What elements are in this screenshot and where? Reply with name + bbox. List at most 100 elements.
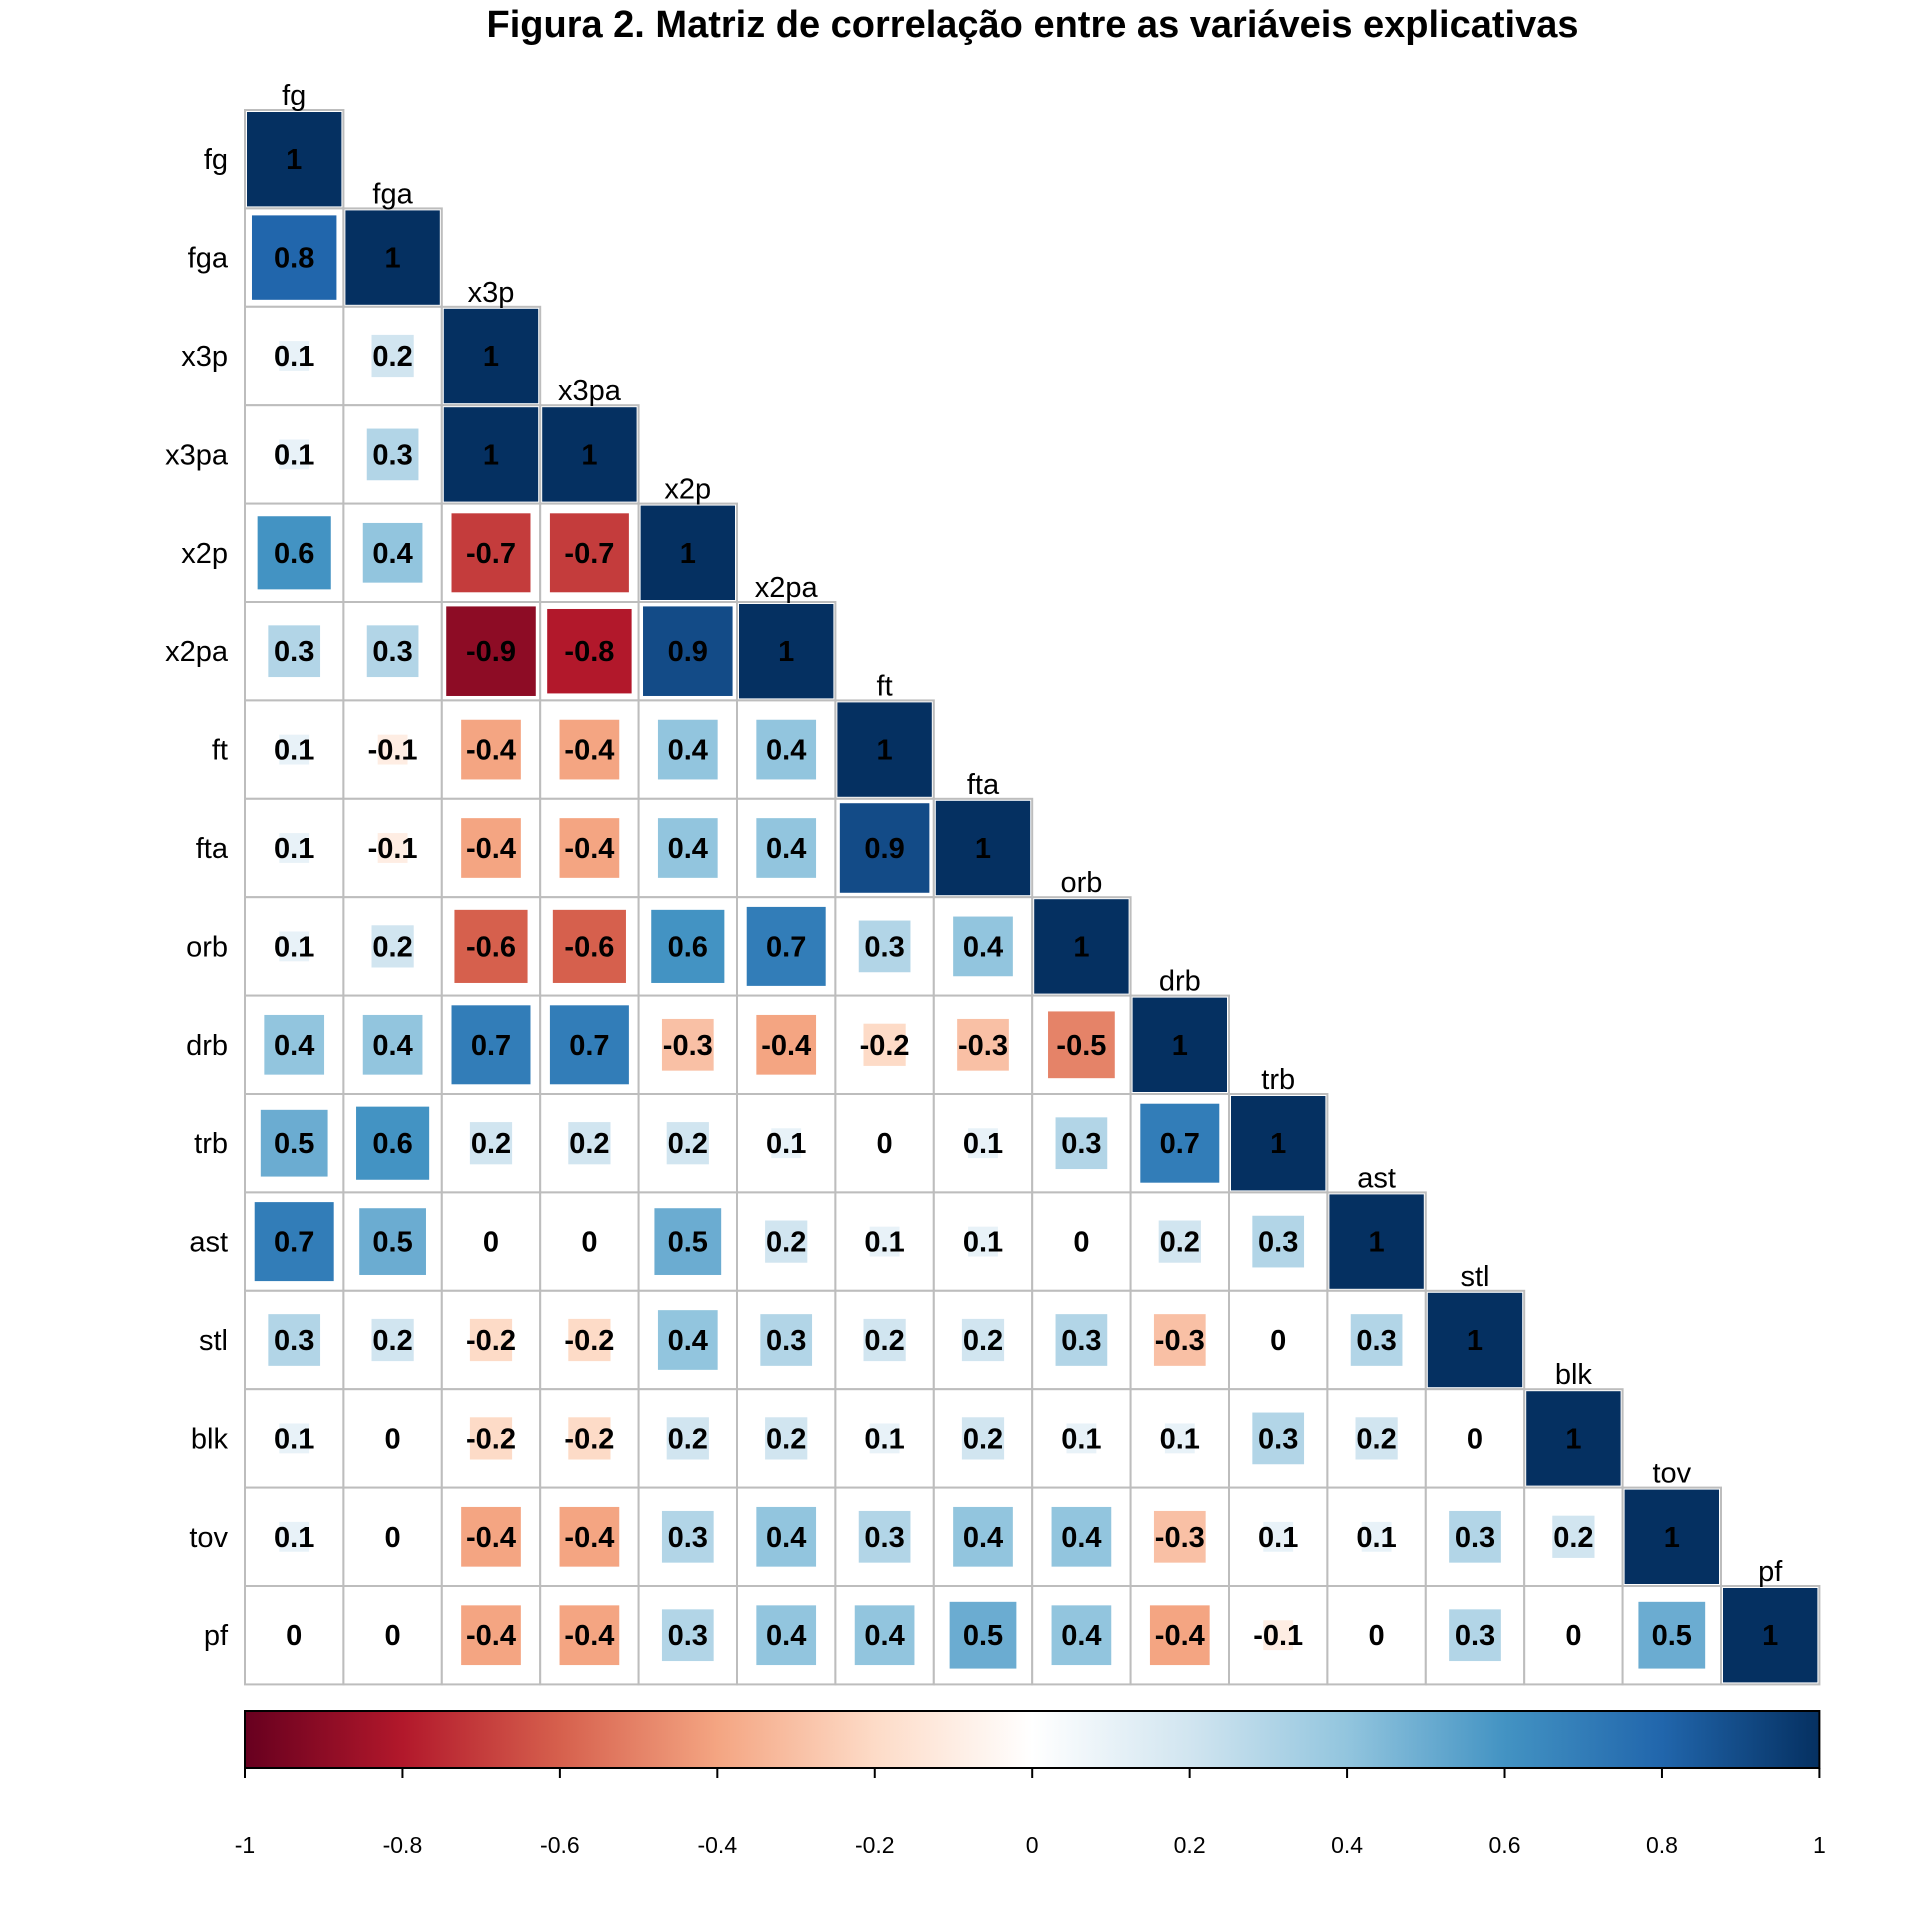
colorbar-tick-label: 1	[1813, 1832, 1826, 1858]
cell-value-fta-ft: 0.9	[864, 833, 904, 865]
cell-value-x3pa-fga: 0.3	[372, 439, 412, 471]
cell-value-blk-orb: 0.1	[1061, 1423, 1101, 1455]
cell-square-orb-fta	[953, 916, 1013, 977]
cell-square-ast-fga	[359, 1208, 426, 1275]
cell-square-fta-x2pa	[756, 818, 817, 878]
cell-square-ft-fga	[377, 734, 408, 765]
cell-value-pf-fg: 0	[286, 1620, 302, 1652]
colorbar-tick-label: -0.6	[540, 1832, 580, 1858]
cell-square-stl-fg	[268, 1314, 321, 1366]
cell-value-drb-x2pa: -0.4	[761, 1030, 811, 1062]
cell-square-orb-x2pa	[746, 906, 826, 986]
cell-square-x2pa-x2pa	[739, 604, 834, 699]
cell-square-pf-stl	[1449, 1609, 1501, 1662]
cell-square-stl-fga	[371, 1318, 414, 1362]
cell-frame-blk-fga	[342, 1388, 443, 1489]
cell-value-ft-fg: 0.1	[274, 735, 314, 767]
cell-value-x3p-x3p: 1	[483, 341, 499, 373]
cell-square-x3p-fg	[279, 341, 310, 371]
cell-square-x2pa-x3p	[446, 606, 536, 696]
cell-square-blk-ast	[1355, 1417, 1398, 1460]
cell-square-orb-orb	[1034, 899, 1129, 994]
cell-square-trb-fga	[356, 1106, 430, 1180]
cell-square-pf-x3pa	[559, 1605, 620, 1666]
cell-square-orb-x3p	[454, 909, 528, 983]
cell-value-blk-x3p: -0.2	[466, 1423, 516, 1455]
cell-square-x2p-x2p	[640, 505, 735, 600]
cell-value-ft-fga: -0.1	[368, 735, 418, 767]
cell-value-blk-x2pa: 0.2	[766, 1423, 806, 1455]
row-label-x3p: x3p	[181, 341, 228, 373]
cell-frame-stl-x2pa	[736, 1289, 837, 1391]
row-label-fta: fta	[196, 833, 229, 865]
cell-value-pf-fta: 0.5	[963, 1620, 1003, 1652]
matrix-cells: 1 0.8 1 0.1 0.2 1 0.1 0.3 1 1 0.6 0.4 -0.7 -0.7 1 0.3 0.…	[244, 109, 1821, 1686]
cell-square-x2pa-fga	[366, 625, 419, 678]
cell-square-stl-x2p	[657, 1310, 718, 1370]
cell-square-orb-x3pa	[552, 909, 626, 983]
cell-square-orb-fga	[371, 925, 414, 968]
cell-square-drb-x3pa	[549, 1005, 629, 1085]
cell-value-fta-x3p: -0.4	[466, 833, 516, 865]
cell-square-pf-tov	[1638, 1601, 1706, 1669]
cell-value-pf-trb: -0.1	[1253, 1620, 1303, 1652]
cell-square-tov-x3pa	[559, 1506, 620, 1567]
cell-value-ast-x2p: 0.5	[668, 1227, 708, 1259]
cell-square-blk-x3p	[469, 1417, 513, 1460]
row-label-ft: ft	[212, 735, 228, 767]
cell-square-trb-x3p	[469, 1122, 513, 1165]
cell-square-x3p-fga	[371, 334, 414, 378]
cell-square-ast-trb	[1252, 1215, 1305, 1268]
col-label-ast: ast	[1357, 1162, 1396, 1194]
cell-value-trb-drb: 0.7	[1160, 1128, 1200, 1160]
cell-value-trb-fga: 0.6	[372, 1128, 412, 1160]
cell-value-fta-fg: 0.1	[274, 833, 314, 865]
cell-value-drb-fta: -0.3	[958, 1030, 1008, 1062]
cell-square-fta-fta	[935, 800, 1031, 896]
cell-square-orb-x2p	[651, 909, 725, 983]
cell-value-drb-orb: -0.5	[1056, 1030, 1106, 1062]
cell-value-drb-x3pa: 0.7	[569, 1030, 609, 1062]
cell-square-stl-drb	[1153, 1314, 1206, 1366]
cell-square-trb-x2p	[666, 1122, 709, 1165]
cell-square-x2pa-x2p	[643, 606, 733, 696]
cell-square-drb-ft	[863, 1023, 906, 1066]
cell-value-drb-x2p: -0.3	[663, 1030, 713, 1062]
cell-square-stl-x3p	[469, 1318, 513, 1362]
cell-frame-tov-x2p	[637, 1486, 738, 1587]
col-label-stl: stl	[1461, 1261, 1490, 1293]
cell-value-x3pa-fg: 0.1	[274, 439, 314, 471]
cell-value-tov-trb: 0.1	[1258, 1522, 1298, 1554]
colorbar-tick-label: 0.8	[1646, 1832, 1678, 1858]
cell-square-drb-fta	[957, 1018, 1009, 1071]
colorbar-tick-label: -0.4	[697, 1832, 737, 1858]
cell-value-pf-blk: 0	[1565, 1620, 1581, 1652]
cell-value-x2pa-x2p: 0.9	[668, 636, 708, 668]
cell-value-fta-fga: -0.1	[368, 833, 418, 865]
cell-square-stl-x3pa	[568, 1318, 611, 1362]
cell-value-pf-orb: 0.4	[1061, 1620, 1101, 1652]
col-label-fga: fga	[372, 178, 413, 210]
cell-square-ast-x2p	[654, 1208, 722, 1275]
cell-square-tov-orb	[1051, 1506, 1112, 1567]
cell-value-stl-drb: -0.3	[1155, 1325, 1205, 1357]
cell-value-pf-x2p: 0.3	[668, 1620, 708, 1652]
cell-square-x3pa-fg	[279, 439, 310, 470]
variable-labels: fg fg fga fga x3p x3p x3pa x3pa x2p x2p x2pa x2pa ft…	[165, 80, 1783, 1652]
cell-square-blk-x3pa	[568, 1417, 611, 1460]
cell-value-ast-trb: 0.3	[1258, 1227, 1298, 1259]
cell-square-pf-orb	[1051, 1605, 1112, 1666]
cell-square-ft-fg	[279, 734, 310, 765]
cell-value-stl-stl: 1	[1467, 1325, 1483, 1357]
cell-value-x2p-x2p: 1	[680, 538, 696, 570]
cell-value-x2pa-fga: 0.3	[372, 636, 412, 668]
cell-square-tov-ft	[858, 1510, 911, 1563]
cell-value-stl-ft: 0.2	[864, 1325, 904, 1357]
cell-value-blk-fta: 0.2	[963, 1423, 1003, 1455]
colorbar-tick-label: -1	[235, 1832, 255, 1858]
cell-value-blk-ft: 0.1	[864, 1423, 904, 1455]
cell-value-fg-fg: 1	[286, 144, 302, 176]
cell-square-trb-trb	[1231, 1096, 1326, 1191]
cell-value-x2p-x3pa: -0.7	[564, 538, 614, 570]
cell-square-tov-stl	[1449, 1510, 1501, 1563]
